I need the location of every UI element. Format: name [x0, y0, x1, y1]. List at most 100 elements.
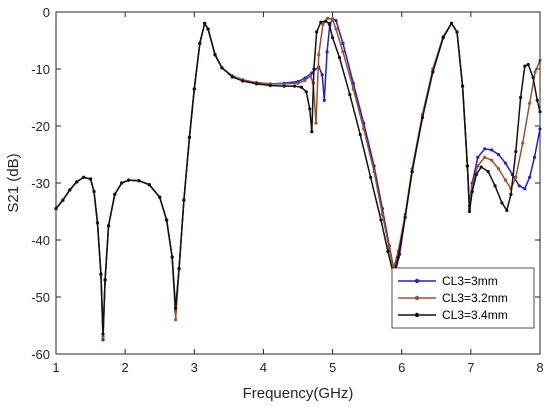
series-3 [54, 19, 542, 336]
data-point [292, 84, 297, 88]
data-point [106, 224, 111, 228]
data-point [479, 165, 483, 169]
data-point [517, 184, 521, 188]
data-point [82, 175, 86, 179]
data-point [490, 148, 494, 152]
data-point [330, 17, 335, 22]
data-point [528, 101, 532, 105]
data-point [299, 85, 304, 89]
data-point [320, 73, 324, 77]
data-point [528, 175, 532, 179]
data-point [449, 21, 454, 25]
data-point [334, 18, 338, 23]
data-point [493, 184, 497, 188]
data-point [282, 82, 286, 86]
data-point [101, 338, 105, 342]
legend-marker [414, 295, 420, 301]
data-point [523, 64, 527, 68]
x-tick-label: 8 [536, 360, 543, 375]
data-point [532, 155, 537, 159]
data-point [321, 22, 325, 27]
data-point [341, 50, 345, 54]
y-axis-title: S21 (dB) [5, 153, 22, 212]
data-point [310, 130, 314, 134]
data-point [268, 83, 272, 88]
x-tick-label: 6 [398, 360, 405, 375]
data-point [441, 36, 445, 40]
data-point [198, 41, 202, 45]
x-tick-label: 7 [467, 360, 474, 375]
data-point [113, 192, 117, 196]
legend: CL3=3mm CL3=3.2mm CL3=3.4mm [391, 267, 535, 329]
data-point [312, 67, 316, 71]
data-point [379, 218, 383, 222]
y-tick-label: -30 [31, 176, 50, 191]
data-point [470, 189, 474, 194]
data-point [362, 127, 366, 131]
data-point [241, 79, 245, 83]
data-point [455, 30, 459, 34]
data-point [182, 198, 186, 202]
data-point [460, 84, 465, 88]
data-point [514, 175, 518, 179]
y-tick-label: -50 [31, 290, 50, 305]
x-tick-label: 1 [52, 360, 59, 375]
legend-label: CL3=3.4mm [442, 308, 508, 322]
data-point [192, 87, 196, 91]
y-tick-label: 0 [43, 5, 50, 20]
data-point [358, 132, 362, 137]
data-point [230, 75, 234, 79]
data-point [476, 155, 480, 159]
x-tick-label: 3 [191, 360, 198, 375]
data-point [351, 87, 355, 91]
data-point [254, 82, 259, 86]
data-point [99, 272, 103, 276]
data-point [348, 93, 352, 97]
data-point [403, 215, 407, 219]
y-tick-label: -60 [31, 347, 50, 362]
data-point [147, 183, 151, 187]
data-point [474, 172, 478, 177]
data-point [103, 278, 107, 282]
legend-item: CL3=3.2mm [398, 291, 508, 305]
y-tick-label: -20 [31, 119, 50, 134]
plot-frame [55, 11, 541, 355]
data-point [137, 179, 141, 183]
data-point [483, 147, 487, 151]
data-point [533, 70, 537, 74]
data-point [325, 50, 329, 54]
data-point [531, 75, 535, 80]
data-point [372, 170, 376, 174]
data-point [396, 255, 400, 259]
legend-label: CL3=3mm [442, 274, 498, 288]
data-point [158, 195, 162, 199]
data-point [476, 164, 480, 168]
data-point [410, 170, 414, 174]
data-point [334, 27, 338, 31]
y-tick-label: -10 [31, 62, 50, 77]
data-point [308, 74, 313, 78]
data-point [127, 178, 131, 182]
ticks-layer: 1 2 3 4 5 6 7 8 0 -10 -20 -30 -40 -50 -60 [31, 5, 543, 375]
data-point [61, 198, 65, 202]
data-point [296, 81, 300, 85]
legend-item: CL3=3.4mm [398, 308, 508, 322]
data-point [503, 161, 508, 165]
data-point [326, 16, 330, 20]
data-point [206, 27, 210, 31]
data-point [315, 30, 319, 34]
data-point [213, 53, 217, 57]
data-point [486, 170, 490, 174]
data-point [369, 175, 373, 179]
x-tick-label: 5 [329, 360, 336, 375]
data-point [465, 164, 469, 168]
data-point [505, 208, 509, 212]
data-point [535, 98, 539, 102]
data-point [310, 71, 314, 75]
data-point [420, 115, 425, 120]
data-point [322, 98, 326, 102]
data-point [101, 332, 105, 336]
data-point [101, 335, 105, 339]
legend-item: CL3=3mm [398, 274, 498, 288]
